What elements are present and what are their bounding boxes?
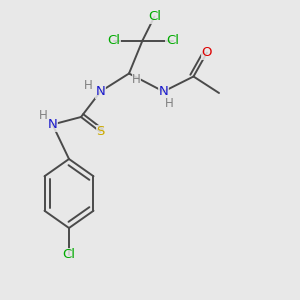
Text: N: N: [159, 85, 168, 98]
Text: Cl: Cl: [166, 34, 179, 47]
Text: S: S: [96, 125, 105, 139]
Text: H: H: [39, 109, 48, 122]
Text: H: H: [165, 97, 174, 110]
Text: Cl: Cl: [62, 248, 76, 262]
Text: O: O: [202, 46, 212, 59]
Text: H: H: [84, 79, 93, 92]
Text: Cl: Cl: [148, 10, 161, 23]
Text: H: H: [132, 73, 141, 86]
Text: N: N: [96, 85, 105, 98]
Text: N: N: [48, 118, 57, 131]
Text: Cl: Cl: [107, 34, 121, 47]
